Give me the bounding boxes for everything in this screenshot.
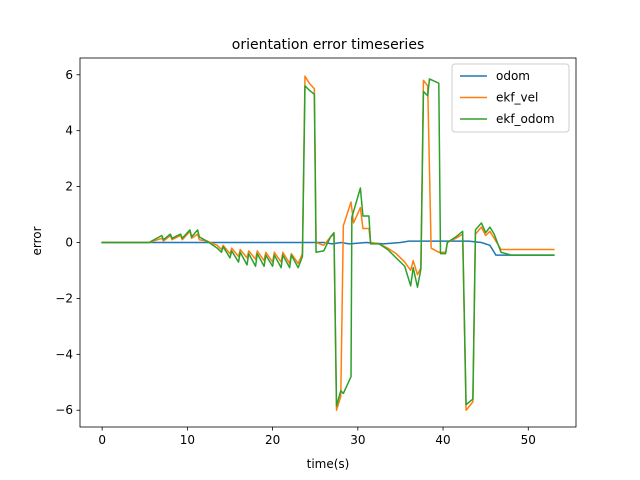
legend-label-ekf-odom: ekf_odom — [496, 112, 555, 126]
y-axis-label: error — [30, 226, 44, 255]
x-tick-label: 20 — [265, 433, 280, 447]
chart-title: orientation error timeseries — [232, 37, 424, 53]
x-tick-label: 0 — [98, 433, 106, 447]
x-axis-label: time(s) — [307, 457, 350, 471]
y-tick-label: 4 — [65, 124, 73, 138]
y-tick-label: −6 — [55, 403, 73, 417]
y-tick-label: 6 — [65, 68, 73, 82]
legend-label-ekf-vel: ekf_vel — [496, 91, 538, 105]
y-tick-label: 2 — [65, 180, 73, 194]
x-tick-label: 10 — [180, 433, 195, 447]
x-tick-label: 30 — [350, 433, 365, 447]
y-tick-label: −2 — [55, 291, 73, 305]
x-tick-label: 50 — [521, 433, 536, 447]
legend-label-odom: odom — [496, 69, 530, 83]
legend-box — [451, 63, 570, 133]
y-tick-label: −4 — [55, 347, 73, 361]
series-line-ekf-odom — [101, 78, 555, 407]
y-tick-label: 0 — [65, 236, 73, 250]
series-line-odom — [101, 240, 555, 256]
x-tick-label: 40 — [435, 433, 450, 447]
